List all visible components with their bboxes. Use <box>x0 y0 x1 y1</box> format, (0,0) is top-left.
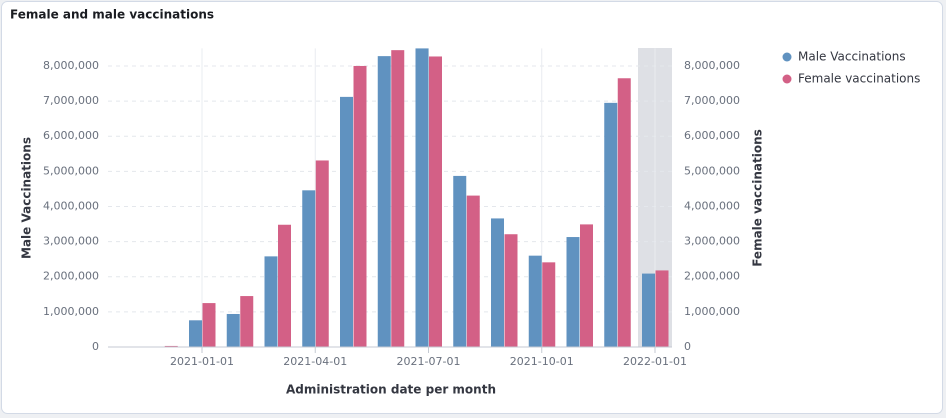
x-tick-label: 2021-07-01 <box>397 355 461 368</box>
legend-swatch <box>782 52 792 62</box>
bar <box>415 48 429 348</box>
y2-tick-label: 6,000,000 <box>684 129 740 142</box>
legend-label: Male Vaccinations <box>798 50 906 64</box>
x-axis-title: Administration date per month <box>286 383 496 397</box>
bar <box>642 273 655 347</box>
y-tick-label: 8,000,000 <box>43 59 99 72</box>
bar <box>429 56 442 347</box>
y-tick-label: 2,000,000 <box>43 270 99 283</box>
chart-title: Female and male vaccinations <box>10 8 214 22</box>
bar <box>226 313 240 347</box>
y-tick-label: 5,000,000 <box>43 164 99 177</box>
bar <box>528 255 542 347</box>
bar <box>391 50 405 348</box>
bar <box>566 237 580 347</box>
y2-tick-label: 2,000,000 <box>684 270 740 283</box>
bar <box>189 320 202 347</box>
bar <box>278 224 291 347</box>
bar <box>353 65 367 347</box>
bar <box>202 303 216 347</box>
bar <box>542 262 556 347</box>
y-tick-label: 4,000,000 <box>43 199 99 212</box>
bar <box>302 190 316 347</box>
y-tick-label: 1,000,000 <box>43 305 99 318</box>
bar <box>453 175 467 347</box>
y-tick-label: 7,000,000 <box>43 94 99 107</box>
bar <box>377 56 391 347</box>
y2-tick-label: 5,000,000 <box>684 164 740 177</box>
x-tick-label: 2021-01-01 <box>170 355 234 368</box>
legend-swatch <box>782 74 792 84</box>
y-tick-label: 6,000,000 <box>43 129 99 142</box>
bar <box>580 224 593 347</box>
bar <box>315 160 329 347</box>
bar <box>240 296 254 347</box>
bar <box>164 345 178 347</box>
y-axis-title: Male Vaccinations <box>20 137 34 259</box>
y2-axis-title: Female vaccinations <box>751 129 765 267</box>
legend-label: Female vaccinations <box>798 72 920 86</box>
x-tick-label: 2022-01-01 <box>623 355 687 368</box>
bar <box>340 96 353 347</box>
bar <box>504 234 518 347</box>
x-tick-label: 2021-10-01 <box>510 355 574 368</box>
y-tick-label: 3,000,000 <box>43 235 99 248</box>
bar <box>491 218 504 347</box>
bar <box>466 195 480 347</box>
bar <box>604 102 618 347</box>
y-tick-label: 0 <box>92 340 99 353</box>
y2-tick-label: 8,000,000 <box>684 59 740 72</box>
y2-tick-label: 4,000,000 <box>684 199 740 212</box>
x-tick-label: 2021-04-01 <box>283 355 347 368</box>
y2-tick-label: 1,000,000 <box>684 305 740 318</box>
bar <box>617 78 631 347</box>
bar <box>655 270 669 347</box>
bar <box>264 256 278 347</box>
y2-tick-label: 7,000,000 <box>684 94 740 107</box>
y2-tick-label: 3,000,000 <box>684 235 740 248</box>
y2-tick-label: 0 <box>684 340 691 353</box>
